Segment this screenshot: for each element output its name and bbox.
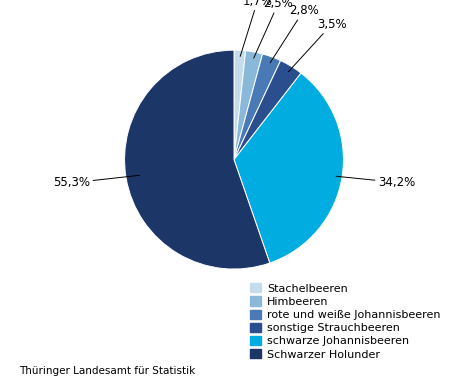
Text: 3,5%: 3,5% (288, 18, 346, 72)
Text: 2,5%: 2,5% (254, 0, 293, 58)
Wedge shape (234, 60, 301, 160)
Wedge shape (234, 73, 344, 263)
Wedge shape (124, 50, 270, 269)
Text: 55,3%: 55,3% (53, 175, 139, 189)
Wedge shape (234, 54, 281, 160)
Text: 2,8%: 2,8% (270, 4, 318, 63)
Wedge shape (234, 51, 263, 160)
Text: 34,2%: 34,2% (336, 176, 415, 189)
Wedge shape (234, 50, 246, 160)
Text: Thüringer Landesamt für Statistik: Thüringer Landesamt für Statistik (19, 366, 195, 376)
Legend: Stachelbeeren, Himbeeren, rote und weiße Johannisbeeren, sonstige Strauchbeeren,: Stachelbeeren, Himbeeren, rote und weiße… (247, 280, 444, 363)
Text: 1,7%: 1,7% (240, 0, 272, 56)
